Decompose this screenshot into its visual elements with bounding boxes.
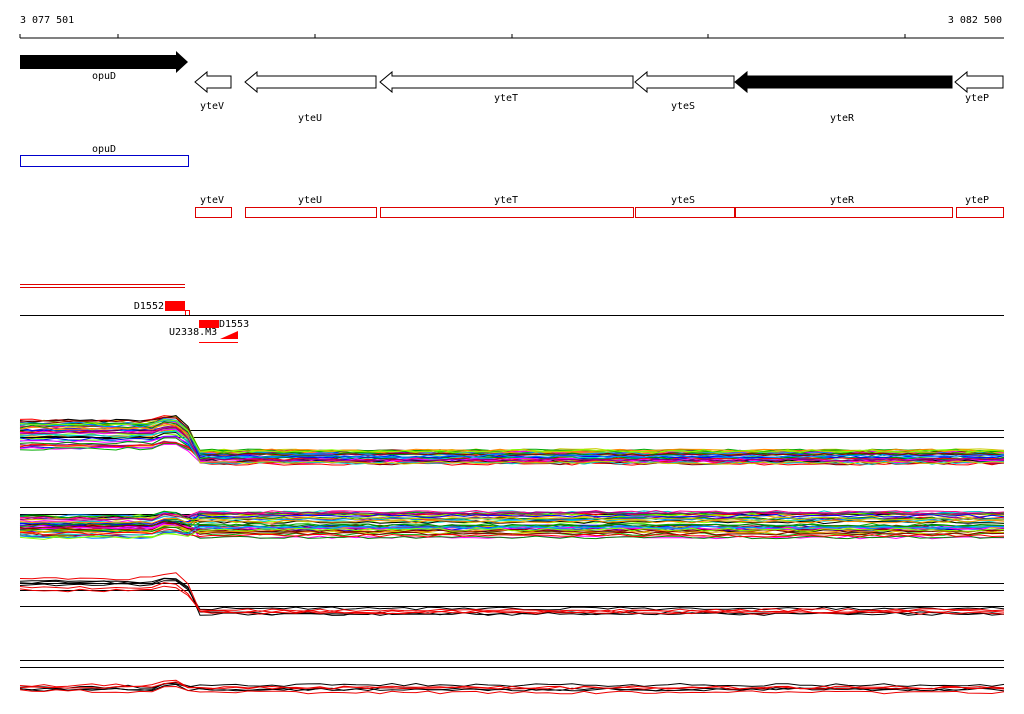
annotation-box <box>956 207 1004 218</box>
trace <box>19 509 1005 521</box>
probe-label: D1552 <box>134 301 164 312</box>
annotation-track: opuD yteV yteU yteT yteS yteR yteP <box>20 144 1004 218</box>
probe-label: U2338.M3 <box>169 327 217 338</box>
gene-label: yteT <box>494 93 518 104</box>
gene-label: yteU <box>298 113 322 124</box>
trace <box>19 685 1005 695</box>
trace <box>19 585 1005 613</box>
gene-arrow <box>20 51 188 73</box>
gene-label: yteP <box>965 93 989 104</box>
annotation-box <box>635 207 735 218</box>
probe-lines <box>20 284 185 288</box>
trace <box>19 521 1005 533</box>
gene-label: yteR <box>830 113 855 124</box>
gene-label: opuD <box>92 71 116 82</box>
gene-arrow <box>634 70 735 94</box>
trace <box>19 526 1005 540</box>
probe-track: D1552 D1553 U2338.M3 <box>20 284 1004 343</box>
annotation-label: yteV <box>200 195 224 206</box>
probe <box>199 320 219 328</box>
trace <box>19 416 1005 457</box>
trace <box>19 679 1005 690</box>
annotation-label: opuD <box>92 144 116 155</box>
gene-arrow <box>379 70 634 94</box>
trace <box>19 520 1005 528</box>
trace <box>19 580 1005 611</box>
annotation-box <box>245 207 377 218</box>
expression-traces <box>19 415 1005 695</box>
gene-arrow <box>734 70 953 94</box>
trace <box>19 517 1005 524</box>
trace <box>19 511 1005 521</box>
probe-label: D1553 <box>219 319 249 330</box>
annotation-box <box>380 207 634 218</box>
trace <box>19 442 1005 462</box>
ruler-end: 3 082 500 <box>948 15 1002 26</box>
annotation-label: yteS <box>671 195 695 206</box>
trace <box>19 423 1005 465</box>
probe <box>220 331 238 339</box>
annotation-label: yteP <box>965 195 989 206</box>
gene-track: opuD yteV yteU yteT yteS yteR yteP <box>20 51 1004 124</box>
trace <box>19 514 1005 521</box>
annotation-box <box>195 207 232 218</box>
annotation-label: yteU <box>298 195 322 206</box>
annotation-label: yteT <box>494 195 518 206</box>
annotation-label: yteR <box>830 195 855 206</box>
gene-arrow <box>244 70 377 94</box>
trace <box>19 572 1005 614</box>
trace <box>19 525 1005 540</box>
trace <box>19 419 1005 454</box>
trace <box>19 527 1005 540</box>
ruler: 3 077 501 3 082 500 <box>19 15 1004 39</box>
annotation-box <box>735 207 953 218</box>
ruler-start: 3 077 501 <box>20 15 74 26</box>
gene-arrow <box>954 70 1004 94</box>
probe <box>165 301 185 311</box>
gene-label: yteS <box>671 101 695 112</box>
gene-label: yteV <box>200 101 224 112</box>
trace <box>19 681 1005 690</box>
gene-arrow <box>194 70 232 94</box>
probe <box>185 310 190 316</box>
annotation-box <box>20 155 189 167</box>
ruler-ticks <box>19 34 906 38</box>
trace <box>19 582 1005 615</box>
trace <box>19 421 1005 457</box>
trace <box>20 427 1005 462</box>
trace <box>19 415 1005 456</box>
